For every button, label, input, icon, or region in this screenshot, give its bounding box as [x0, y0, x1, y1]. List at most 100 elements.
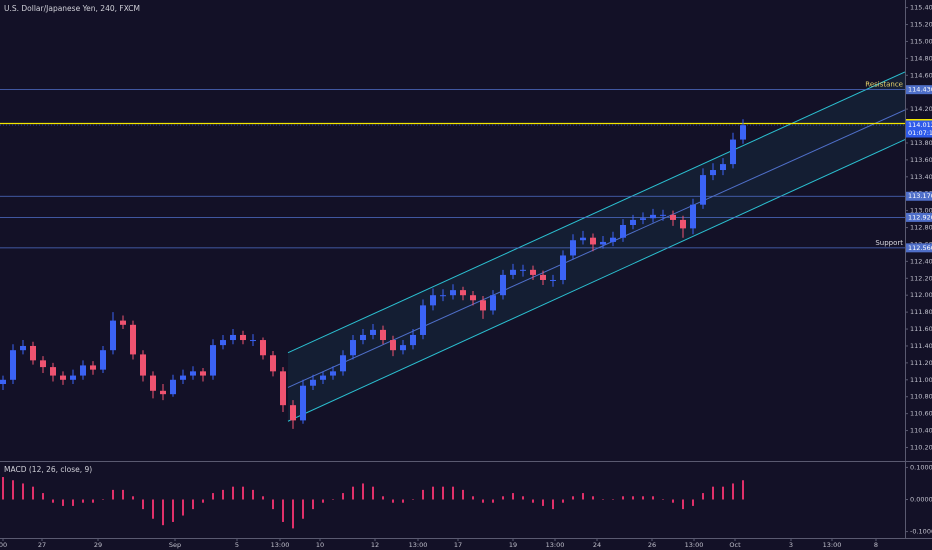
candle-body: [420, 305, 426, 335]
candle-body: [640, 218, 646, 220]
level-tag: [906, 243, 932, 253]
y-tick-label: 111.000: [910, 376, 932, 384]
x-tick-label: Sep: [169, 541, 181, 549]
candle-body: [310, 379, 316, 386]
candle-body: [250, 340, 256, 342]
macd-bar: [252, 489, 254, 500]
candle-body: [40, 360, 46, 368]
candle-body: [280, 371, 286, 406]
candle-body: [220, 340, 226, 346]
countdown: 01:07:14: [908, 129, 932, 137]
macd-bar: [72, 499, 74, 506]
macd-tick-label: 0.0000: [910, 496, 932, 504]
candle-body: [580, 237, 586, 241]
candle-body: [100, 350, 106, 370]
macd-bar: [382, 496, 384, 500]
candle-body: [190, 371, 196, 376]
macd-bar: [702, 493, 704, 500]
candle-body: [90, 365, 96, 370]
candle-body: [350, 340, 356, 356]
macd-bar: [662, 499, 664, 500]
candle-body: [20, 345, 26, 351]
x-tick-label: 17: [454, 541, 462, 549]
macd-bar: [532, 499, 534, 503]
candle-body: [510, 269, 516, 275]
macd-bar: [62, 499, 64, 506]
candle-body: [340, 355, 346, 372]
level-tag-label: 112.560: [908, 244, 932, 252]
macd-tick-label: 0.1000: [910, 463, 932, 471]
channel-upper: [287, 71, 906, 354]
macd-bar: [402, 499, 404, 503]
candle-body: [490, 295, 496, 311]
macd-bar: [432, 486, 434, 500]
macd-bar: [332, 499, 334, 500]
macd-bar: [22, 483, 24, 500]
macd-bar: [52, 499, 54, 503]
candle-body: [370, 329, 376, 335]
candle-body: [260, 340, 266, 356]
candle-body: [120, 320, 126, 325]
macd-bar: [452, 486, 454, 500]
macd-bar: [302, 499, 304, 519]
macd-bar: [542, 499, 544, 506]
macd-bar: [632, 496, 634, 500]
macd-bar: [282, 499, 284, 522]
macd-bar: [482, 499, 484, 503]
macd-bar: [212, 493, 214, 500]
level-tag: [906, 212, 932, 222]
level-tag-label: 114.430: [908, 86, 932, 94]
macd-bar: [292, 499, 294, 529]
candle-body: [440, 295, 446, 297]
x-tick-label: 5: [235, 541, 239, 549]
x-tick-label: 3: [789, 541, 793, 549]
y-tick-label: 113.600: [910, 156, 932, 164]
macd-bar: [322, 499, 324, 503]
macd-bar: [612, 499, 614, 500]
x-tick-label: 13:00: [823, 541, 842, 549]
candle-body: [500, 274, 506, 296]
macd-bar: [32, 486, 34, 500]
macd-bar: [232, 486, 234, 500]
candle-body: [290, 405, 296, 421]
y-tick-label: 115.000: [910, 37, 932, 45]
candle-body: [180, 375, 186, 380]
level-note: Resistance: [865, 81, 903, 89]
candle-body: [70, 375, 76, 380]
y-tick-label: 113.800: [910, 139, 932, 147]
x-tick-label: 12: [371, 541, 379, 549]
candle-body: [30, 345, 36, 361]
candle-body: [680, 219, 686, 229]
x-tick-label: 13:00: [271, 541, 290, 549]
candle-body: [0, 379, 6, 385]
candle-body: [530, 269, 536, 275]
candle-body: [620, 225, 626, 238]
y-tick-label: 115.200: [910, 21, 932, 29]
candle-body: [170, 379, 176, 395]
candle-body: [650, 214, 656, 219]
last-price-tag: [906, 120, 932, 138]
candle-body: [360, 334, 366, 341]
candle-body: [230, 334, 236, 341]
macd-bar: [502, 496, 504, 500]
candle-body: [720, 164, 726, 171]
level-note: Support: [875, 239, 903, 247]
x-tick-label: 13:00: [409, 541, 428, 549]
macd-bar: [102, 499, 104, 500]
candle-body: [570, 240, 576, 256]
candle-body: [240, 334, 246, 341]
macd-bar: [602, 499, 604, 500]
macd-bar: [82, 499, 84, 503]
macd-bar: [492, 499, 494, 503]
candle-body: [690, 204, 696, 229]
candle-body: [390, 340, 396, 351]
macd-bar: [552, 499, 554, 510]
y-tick-label: 110.200: [910, 443, 932, 451]
macd-bar: [2, 477, 4, 500]
x-tick-label: 26: [648, 541, 656, 549]
macd-bar: [192, 499, 194, 510]
macd-bar: [162, 499, 164, 526]
level-tag: [906, 191, 932, 201]
x-tick-label: 8: [874, 541, 878, 549]
macd-bar: [642, 496, 644, 500]
